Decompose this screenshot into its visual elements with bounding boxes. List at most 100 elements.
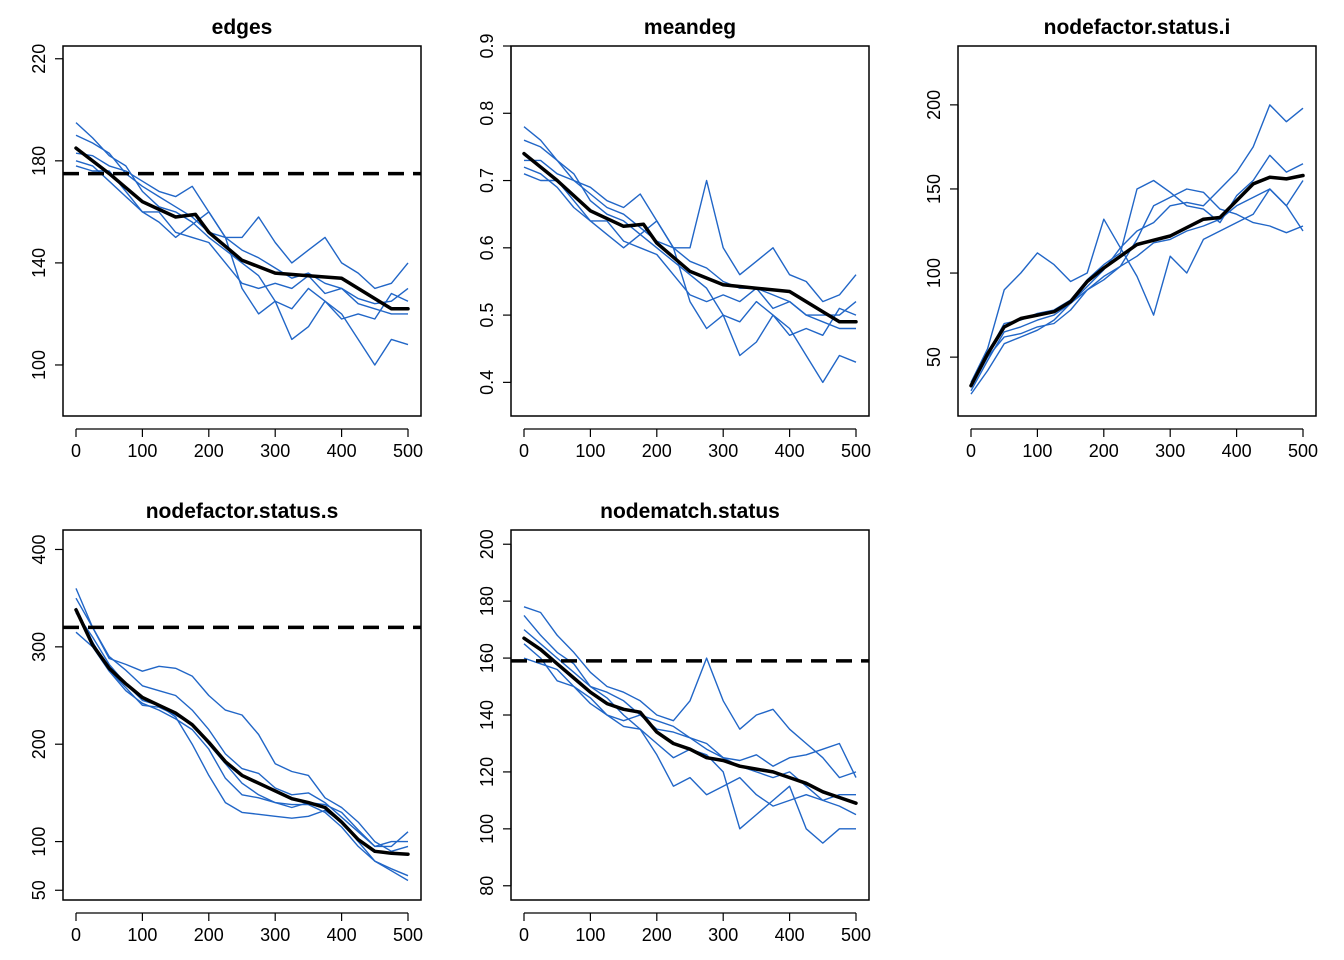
x-tick-label: 0 xyxy=(519,925,529,945)
x-tick-label: 300 xyxy=(708,441,738,461)
simulation-line-1 xyxy=(523,606,857,779)
plot-frame xyxy=(510,45,870,417)
y-tick-label: 180 xyxy=(477,586,497,616)
x-tick-label: 0 xyxy=(71,441,81,461)
x-tick-label: 300 xyxy=(260,925,290,945)
y-tick-label: 150 xyxy=(924,174,944,204)
x-tick-label: 0 xyxy=(71,925,81,945)
y-tick-label: 220 xyxy=(29,44,49,74)
x-tick-label: 400 xyxy=(327,441,357,461)
panel-5: nodematch.status 0 100 200 300 400 500 80 100 120… xyxy=(477,500,871,945)
x-tick-label: 500 xyxy=(393,925,423,945)
x-tick-label: 0 xyxy=(966,441,976,461)
y-axis: 0.4 0.5 0.6 0.7 0.8 0.9 xyxy=(477,33,512,395)
y-tick-label: 80 xyxy=(477,876,497,896)
simulation-line-3 xyxy=(75,165,408,315)
y-tick-label: 0.7 xyxy=(477,168,497,193)
y-tick-label: 200 xyxy=(477,529,497,559)
simulation-line-1 xyxy=(970,104,1304,392)
simulation-line-5 xyxy=(75,631,409,877)
y-tick-label: 100 xyxy=(924,258,944,288)
x-tick-label: 500 xyxy=(393,441,423,461)
simulation-line-2 xyxy=(970,180,1304,395)
x-tick-label: 100 xyxy=(1022,441,1052,461)
y-tick-label: 200 xyxy=(29,729,49,759)
y-tick-label: 0.5 xyxy=(477,303,497,328)
x-tick-label: 300 xyxy=(708,925,738,945)
panel-4: nodefactor.status.s 0 100 200 300 400 500 50 100… xyxy=(29,500,423,945)
y-tick-label: 50 xyxy=(29,880,49,900)
simulation-line-2 xyxy=(523,614,856,844)
y-tick-label: 140 xyxy=(29,248,49,278)
mean-line xyxy=(74,608,410,856)
y-tick-label: 140 xyxy=(477,700,497,730)
x-tick-label: 300 xyxy=(1155,441,1185,461)
x-tick-label: 100 xyxy=(127,441,157,461)
plot-area xyxy=(522,126,858,384)
simulation-line-5 xyxy=(970,154,1304,385)
simulation-line-2 xyxy=(523,126,857,384)
y-axis: 50 100 200 300 400 xyxy=(29,534,64,900)
simulation-line-3 xyxy=(970,188,1304,383)
y-tick-label: 50 xyxy=(924,347,944,367)
simulation-line-1 xyxy=(523,139,857,303)
panel-title: meandeg xyxy=(644,16,736,39)
mean-line xyxy=(969,173,1305,388)
x-axis: 0 100 200 300 400 500 xyxy=(519,428,871,461)
simulation-line-2 xyxy=(75,122,409,366)
simulation-line-1 xyxy=(75,134,409,290)
x-tick-label: 200 xyxy=(1089,441,1119,461)
x-tick-label: 500 xyxy=(841,441,871,461)
panel-title: nodefactor.status.s xyxy=(146,500,339,523)
plot-area xyxy=(63,122,421,366)
y-tick-label: 400 xyxy=(29,534,49,564)
x-tick-label: 400 xyxy=(1222,441,1252,461)
x-tick-label: 100 xyxy=(575,441,605,461)
simulation-line-1 xyxy=(75,588,409,852)
y-tick-label: 100 xyxy=(29,827,49,857)
plot-area xyxy=(63,588,421,882)
simulation-line-2 xyxy=(75,597,408,848)
x-tick-label: 500 xyxy=(1288,441,1318,461)
x-tick-label: 300 xyxy=(260,441,290,461)
x-tick-label: 100 xyxy=(127,925,157,945)
simulation-line-4 xyxy=(970,188,1304,388)
y-axis: 50 100 150 200 xyxy=(924,90,959,367)
y-tick-label: 160 xyxy=(477,643,497,673)
y-tick-label: 0.6 xyxy=(477,235,497,260)
x-axis: 0 100 200 300 400 500 xyxy=(966,428,1318,461)
x-tick-label: 0 xyxy=(519,441,529,461)
y-axis: 100 140 180 220 xyxy=(29,44,64,380)
x-tick-label: 400 xyxy=(775,925,805,945)
mean-line xyxy=(522,636,858,805)
y-tick-label: 0.9 xyxy=(477,33,497,58)
x-axis: 0 100 200 300 400 500 xyxy=(71,912,423,945)
x-tick-label: 200 xyxy=(194,925,224,945)
y-tick-label: 200 xyxy=(924,90,944,120)
x-tick-label: 100 xyxy=(575,925,605,945)
simulation-line-4 xyxy=(523,643,857,816)
panel-3: nodefactor.status.i 0 100 200 300 400 500 50 100… xyxy=(924,16,1318,461)
simulation-line-4 xyxy=(523,166,857,336)
simulation-line-4 xyxy=(75,160,409,320)
y-tick-label: 0.8 xyxy=(477,101,497,126)
x-tick-label: 200 xyxy=(642,925,672,945)
x-axis: 0 100 200 300 400 500 xyxy=(71,428,423,461)
simulation-line-4 xyxy=(75,607,409,848)
y-tick-label: 100 xyxy=(477,814,497,844)
panel-1: edges 0 100 200 300 400 500 100 140 180 220 xyxy=(29,16,423,461)
y-axis: 80 100 120 140 160 180 200 xyxy=(477,529,512,896)
mean-line xyxy=(522,151,858,324)
panel-title: nodematch.status xyxy=(600,500,780,523)
y-tick-label: 100 xyxy=(29,350,49,380)
panel-title: nodefactor.status.i xyxy=(1044,16,1231,39)
x-tick-label: 200 xyxy=(194,441,224,461)
y-tick-label: 120 xyxy=(477,757,497,787)
plot-frame xyxy=(62,45,422,417)
simulation-line-5 xyxy=(75,152,409,305)
plot-area xyxy=(969,104,1305,395)
x-tick-label: 400 xyxy=(775,441,805,461)
panel-title: edges xyxy=(212,16,273,39)
